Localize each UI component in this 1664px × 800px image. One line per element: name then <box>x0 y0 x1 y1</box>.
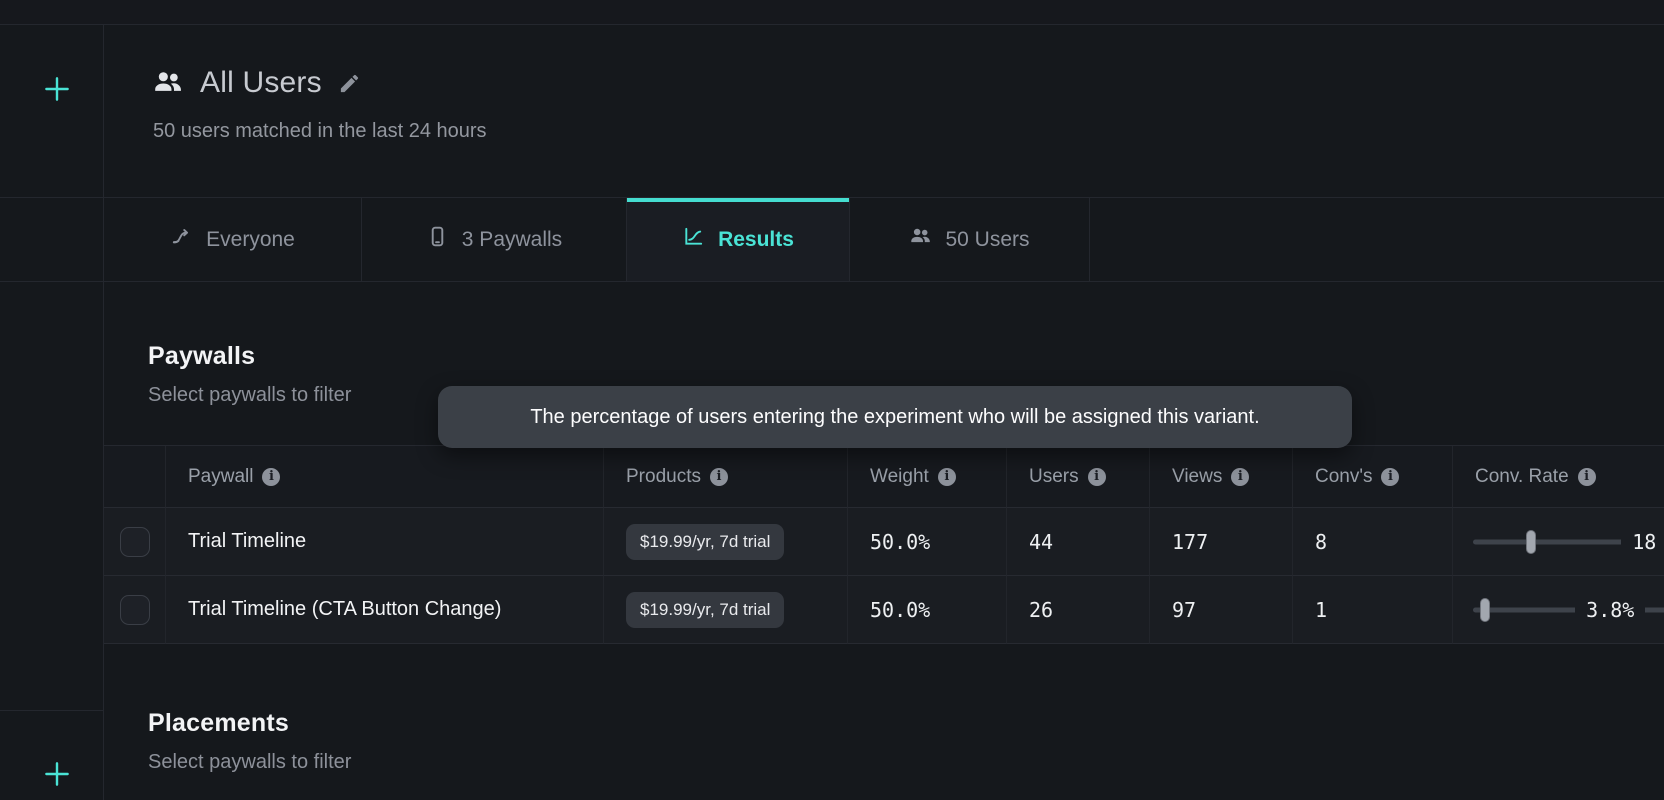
conv-rate-slider-handle[interactable] <box>1526 529 1537 554</box>
info-icon[interactable] <box>1577 467 1596 486</box>
slider-track <box>1473 607 1664 612</box>
column-header-conv-rate: Conv. Rate <box>1453 446 1664 508</box>
conv-rate-slider[interactable]: 3.8% <box>1473 576 1664 643</box>
select-all-header-cell <box>104 446 166 508</box>
weight-value: 50.0% <box>870 597 931 622</box>
conv-rate-slider-handle[interactable] <box>1480 597 1491 622</box>
info-icon[interactable] <box>1231 467 1250 486</box>
weight-cell: 50.0% <box>848 508 1007 576</box>
column-header-paywall: Paywall <box>166 446 604 508</box>
product-badge[interactable]: $19.99/yr, 7d trial <box>626 523 785 560</box>
products-cell: $19.99/yr, 7d trial <box>604 508 848 576</box>
line-chart-icon <box>682 225 705 254</box>
tab-label: 3 Paywalls <box>461 227 563 251</box>
column-label: Conv. Rate <box>1475 465 1569 487</box>
column-header-users: Users <box>1007 446 1150 508</box>
convs-value: 1 <box>1315 597 1328 622</box>
users-cell: 26 <box>1007 576 1150 644</box>
column-label: Products <box>626 465 701 487</box>
convs-cell: 8 <box>1293 508 1453 576</box>
weight-tooltip: The percentage of users entering the exp… <box>438 386 1352 448</box>
column-header-views: Views <box>1150 446 1293 508</box>
paywalls-section-title: Paywalls <box>148 342 256 370</box>
plus-icon <box>40 72 74 109</box>
users-icon <box>152 67 184 99</box>
add-audience-button[interactable] <box>38 71 76 109</box>
conv-rate-cell: 18 <box>1453 508 1664 576</box>
matched-users-subtitle: 50 users matched in the last 24 hours <box>153 120 487 142</box>
column-label: Views <box>1172 465 1223 487</box>
phone-icon <box>426 225 449 254</box>
column-label: Conv's <box>1315 465 1373 487</box>
placements-section-subtitle: Select paywalls to filter <box>148 751 352 773</box>
users-cell: 44 <box>1007 508 1150 576</box>
tab-users[interactable]: 50 Users <box>850 198 1090 281</box>
top-bar <box>0 0 1664 25</box>
row-checkbox[interactable] <box>119 526 150 557</box>
split-arrow-icon <box>170 225 193 254</box>
weight-cell: 50.0% <box>848 576 1007 644</box>
placements-section-title: Placements <box>148 709 289 737</box>
info-icon[interactable] <box>1087 467 1106 486</box>
conv-rate-value: 18 <box>1621 529 1664 554</box>
row-checkbox[interactable] <box>119 594 150 625</box>
paywall-name: Trial Timeline (CTA Button Change) <box>188 598 502 620</box>
paywall-name-cell[interactable]: Trial Timeline <box>166 508 604 576</box>
column-label: Paywall <box>188 465 254 487</box>
column-header-weight: Weight <box>848 446 1007 508</box>
paywalls-table: Paywall Products Weight Users Views Conv… <box>104 445 1664 644</box>
conv-rate-slider[interactable]: 18 <box>1473 508 1664 575</box>
row-select-cell <box>104 576 166 644</box>
page-title: All Users <box>200 66 322 99</box>
weight-value: 50.0% <box>870 529 931 554</box>
column-label: Weight <box>870 465 929 487</box>
tab-paywalls[interactable]: 3 Paywalls <box>362 198 627 281</box>
convs-cell: 1 <box>1293 576 1453 644</box>
users-icon <box>909 225 932 254</box>
segment-header: All Users <box>152 66 361 100</box>
tab-bar: Everyone 3 Paywalls Results <box>0 197 1664 282</box>
conv-rate-cell: 3.8% <box>1453 576 1664 644</box>
users-value: 44 <box>1029 529 1054 554</box>
info-icon[interactable] <box>937 467 956 486</box>
conv-rate-value: 3.8% <box>1575 597 1646 622</box>
info-icon[interactable] <box>262 467 281 486</box>
products-cell: $19.99/yr, 7d trial <box>604 576 848 644</box>
views-value: 97 <box>1172 597 1197 622</box>
views-value: 177 <box>1172 529 1209 554</box>
column-header-convs: Conv's <box>1293 446 1453 508</box>
paywall-name: Trial Timeline <box>188 530 307 552</box>
convs-value: 8 <box>1315 529 1328 554</box>
column-label: Users <box>1029 465 1079 487</box>
paywall-name-cell[interactable]: Trial Timeline (CTA Button Change) <box>166 576 604 644</box>
add-item-button[interactable] <box>38 756 76 794</box>
tab-label: Everyone <box>206 227 295 251</box>
users-value: 26 <box>1029 597 1054 622</box>
rail-divider <box>0 710 103 711</box>
info-icon[interactable] <box>709 467 728 486</box>
plus-icon <box>40 757 74 794</box>
slider-track <box>1473 539 1664 544</box>
info-icon[interactable] <box>1381 467 1400 486</box>
row-select-cell <box>104 508 166 576</box>
tab-label: 50 Users <box>945 227 1030 251</box>
tooltip-text: The percentage of users entering the exp… <box>530 405 1260 428</box>
product-badge[interactable]: $19.99/yr, 7d trial <box>626 591 785 628</box>
views-cell: 97 <box>1150 576 1293 644</box>
tab-results[interactable]: Results <box>627 198 850 281</box>
views-cell: 177 <box>1150 508 1293 576</box>
tab-everyone[interactable]: Everyone <box>104 198 362 281</box>
column-header-products: Products <box>604 446 848 508</box>
edit-pencil-icon[interactable] <box>338 72 361 95</box>
paywalls-section-subtitle: Select paywalls to filter <box>148 384 352 406</box>
left-rail <box>0 25 104 800</box>
tab-label: Results <box>718 227 794 251</box>
